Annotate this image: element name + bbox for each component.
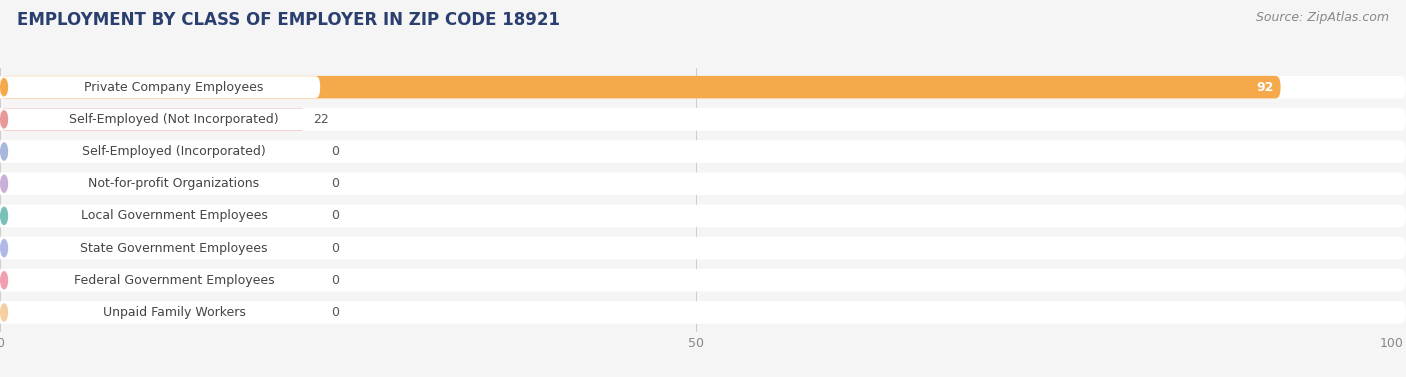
Ellipse shape [0,303,8,322]
Text: 22: 22 [314,113,329,126]
Ellipse shape [0,207,8,225]
Text: Not-for-profit Organizations: Not-for-profit Organizations [89,177,260,190]
Ellipse shape [0,271,8,290]
FancyBboxPatch shape [0,172,1406,195]
Ellipse shape [0,175,8,193]
FancyBboxPatch shape [0,205,1406,227]
FancyBboxPatch shape [0,301,1406,324]
Text: 0: 0 [332,145,339,158]
Ellipse shape [0,239,8,257]
FancyBboxPatch shape [0,108,307,130]
Text: 92: 92 [1256,81,1274,93]
Text: Federal Government Employees: Federal Government Employees [73,274,274,287]
FancyBboxPatch shape [0,173,321,195]
FancyBboxPatch shape [0,141,321,162]
FancyBboxPatch shape [0,237,321,259]
Text: 0: 0 [332,306,339,319]
FancyBboxPatch shape [0,302,321,323]
FancyBboxPatch shape [0,76,1281,98]
FancyBboxPatch shape [0,269,1406,291]
Ellipse shape [0,78,8,97]
Text: 0: 0 [332,177,339,190]
FancyBboxPatch shape [0,108,1406,130]
FancyBboxPatch shape [0,205,321,227]
FancyBboxPatch shape [0,237,1406,259]
Text: Local Government Employees: Local Government Employees [80,209,267,222]
Text: 0: 0 [332,209,339,222]
Text: Private Company Employees: Private Company Employees [84,81,264,93]
Text: Unpaid Family Workers: Unpaid Family Workers [103,306,246,319]
Text: EMPLOYMENT BY CLASS OF EMPLOYER IN ZIP CODE 18921: EMPLOYMENT BY CLASS OF EMPLOYER IN ZIP C… [17,11,560,29]
FancyBboxPatch shape [0,140,1406,163]
Ellipse shape [0,142,8,161]
Text: 0: 0 [332,274,339,287]
Text: Self-Employed (Incorporated): Self-Employed (Incorporated) [82,145,266,158]
Text: State Government Employees: State Government Employees [80,242,267,254]
FancyBboxPatch shape [0,109,321,130]
FancyBboxPatch shape [0,269,321,291]
FancyBboxPatch shape [0,76,321,98]
FancyBboxPatch shape [0,76,1406,98]
Text: Self-Employed (Not Incorporated): Self-Employed (Not Incorporated) [69,113,278,126]
Text: Source: ZipAtlas.com: Source: ZipAtlas.com [1256,11,1389,24]
Text: 0: 0 [332,242,339,254]
Ellipse shape [0,110,8,129]
